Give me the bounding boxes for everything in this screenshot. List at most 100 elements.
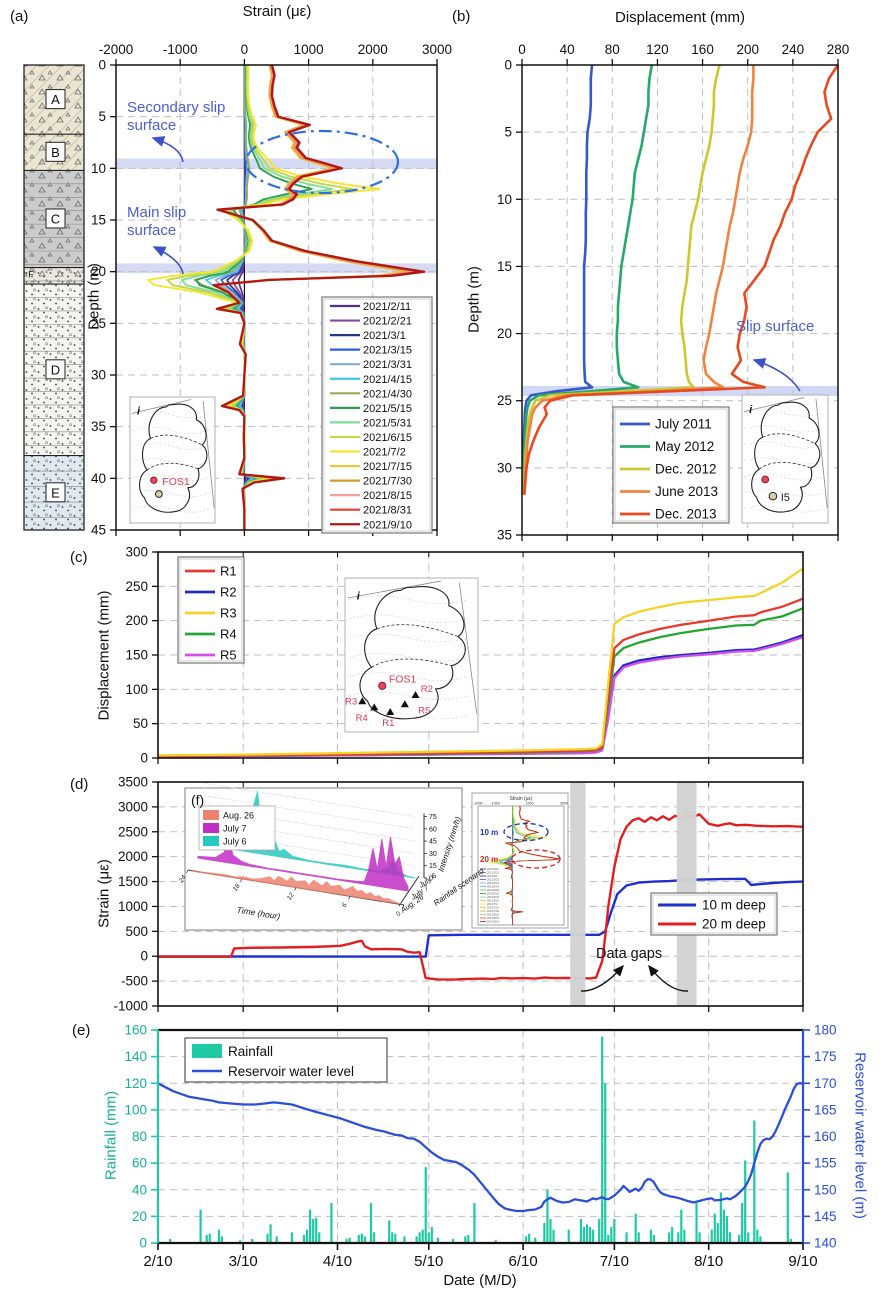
svg-text:160: 160 [124, 1023, 147, 1038]
svg-text:3/10: 3/10 [229, 1253, 258, 1270]
svg-text:165: 165 [814, 1102, 837, 1117]
svg-text:100: 100 [124, 1102, 147, 1117]
svg-text:2021/2/11: 2021/2/11 [363, 301, 411, 313]
svg-text:2021/6/15: 2021/6/15 [363, 432, 412, 444]
svg-text:35: 35 [497, 528, 512, 543]
svg-text:FOS1: FOS1 [162, 476, 190, 488]
svg-text:-1000: -1000 [113, 999, 148, 1014]
svg-text:2021/8/31: 2021/8/31 [363, 505, 412, 517]
svg-text:40: 40 [560, 42, 575, 57]
svg-text:30: 30 [91, 368, 106, 383]
svg-text:2021/3/31: 2021/3/31 [487, 881, 499, 885]
svg-text:2000: 2000 [358, 42, 388, 57]
svg-text:July 6: July 6 [223, 837, 247, 847]
svg-text:170: 170 [814, 1076, 837, 1091]
svg-text:2021/7/30: 2021/7/30 [487, 909, 499, 913]
svg-text:R5: R5 [220, 648, 237, 663]
svg-text:A: A [51, 92, 60, 107]
svg-text:200: 200 [736, 42, 759, 57]
svg-text:0: 0 [140, 949, 148, 964]
svg-text:3000: 3000 [118, 799, 148, 814]
svg-text:i: i [137, 406, 141, 418]
lithology-column: A B C F D E [23, 64, 85, 531]
svg-text:2021/3/31: 2021/3/31 [363, 359, 412, 371]
svg-text:250: 250 [125, 579, 148, 594]
svg-text:July 2011: July 2011 [655, 417, 712, 432]
svg-text:Aug. 26: Aug. 26 [223, 811, 254, 821]
svg-text:2021/4/30: 2021/4/30 [363, 388, 412, 400]
svg-text:60: 60 [132, 1156, 147, 1171]
svg-text:R3: R3 [220, 606, 237, 621]
svg-text:2021/8/15: 2021/8/15 [487, 913, 499, 917]
svg-text:80: 80 [605, 42, 620, 57]
svg-text:0: 0 [518, 42, 526, 57]
svg-text:i: i [357, 591, 361, 603]
panel-a-plot: -2000 -1000 0 1000 2000 3000 0 5 10 15 20 25 30 35 40 4… [91, 42, 452, 538]
svg-text:2021/8/15: 2021/8/15 [363, 490, 412, 502]
svg-text:300: 300 [125, 545, 148, 560]
svg-text:-2000: -2000 [99, 42, 134, 57]
svg-text:0: 0 [504, 58, 512, 73]
svg-text:40: 40 [91, 471, 106, 486]
svg-text:R4: R4 [220, 627, 237, 642]
svg-text:15: 15 [91, 213, 106, 228]
svg-text:35: 35 [91, 419, 106, 434]
svg-text:R1: R1 [220, 564, 237, 579]
svg-text:FOS1: FOS1 [389, 674, 417, 686]
svg-text:0: 0 [241, 42, 249, 57]
svg-text:25: 25 [91, 316, 106, 331]
svg-text:D: D [51, 362, 60, 377]
svg-text:5: 5 [504, 125, 512, 140]
svg-text:6: 6 [341, 902, 349, 909]
svg-text:2500: 2500 [118, 824, 148, 839]
svg-text:15: 15 [429, 863, 437, 870]
svg-text:10: 10 [91, 161, 106, 176]
svg-text:4/10: 4/10 [323, 1253, 352, 1270]
svg-text:140: 140 [124, 1049, 147, 1064]
svg-text:140: 140 [814, 1236, 837, 1251]
svg-text:2021/3/15: 2021/3/15 [487, 878, 499, 882]
svg-text:R5: R5 [418, 706, 430, 717]
svg-text:Strain (με): Strain (με) [510, 796, 533, 802]
svg-text:0: 0 [395, 910, 403, 917]
svg-text:2021/2/21: 2021/2/21 [487, 871, 499, 875]
panel-b-plot: 0 40 80 120 160 200 240 280 0 5 10 15 20 25 30 35 July 2… [497, 42, 849, 543]
svg-text:60: 60 [429, 826, 437, 833]
svg-text:1000: 1000 [294, 42, 324, 57]
svg-text:B: B [51, 145, 60, 160]
svg-text:150: 150 [814, 1182, 837, 1197]
svg-text:3000: 3000 [560, 802, 568, 806]
svg-text:280: 280 [827, 42, 850, 57]
svg-text:2021/5/15: 2021/5/15 [487, 892, 499, 896]
svg-text:Reservoir water level: Reservoir water level [228, 1064, 354, 1079]
svg-text:160: 160 [691, 42, 714, 57]
svg-text:2/10: 2/10 [143, 1253, 172, 1270]
svg-text:3500: 3500 [118, 775, 148, 790]
svg-text:20: 20 [497, 326, 512, 341]
svg-text:2021/5/31: 2021/5/31 [363, 417, 412, 429]
panel-d-plot: 3500300025002000150010005000-500-100010 … [113, 775, 804, 1014]
svg-text:1000: 1000 [526, 802, 534, 806]
svg-text:45: 45 [429, 839, 437, 846]
svg-text:2021/8/31: 2021/8/31 [487, 916, 499, 920]
svg-text:R2: R2 [220, 585, 237, 600]
svg-text:40: 40 [132, 1182, 147, 1197]
svg-text:2021/4/30: 2021/4/30 [487, 888, 499, 892]
svg-text:75: 75 [429, 814, 437, 821]
svg-text:20 m deep: 20 m deep [702, 917, 766, 932]
svg-text:2021/7/15: 2021/7/15 [487, 906, 499, 910]
svg-text:25: 25 [497, 393, 512, 408]
svg-text:2021/3/1: 2021/3/1 [487, 874, 498, 878]
svg-text:R2: R2 [421, 684, 433, 695]
svg-text:F: F [28, 270, 34, 281]
svg-text:8/10: 8/10 [694, 1253, 723, 1270]
svg-text:20: 20 [91, 264, 106, 279]
svg-text:5: 5 [98, 109, 106, 124]
svg-text:2021/3/1: 2021/3/1 [363, 330, 406, 342]
svg-text:30: 30 [497, 460, 512, 475]
svg-text:2021/2/11: 2021/2/11 [487, 867, 499, 871]
svg-text:7/10: 7/10 [600, 1253, 629, 1270]
svg-text:2021/7/2: 2021/7/2 [487, 902, 498, 906]
